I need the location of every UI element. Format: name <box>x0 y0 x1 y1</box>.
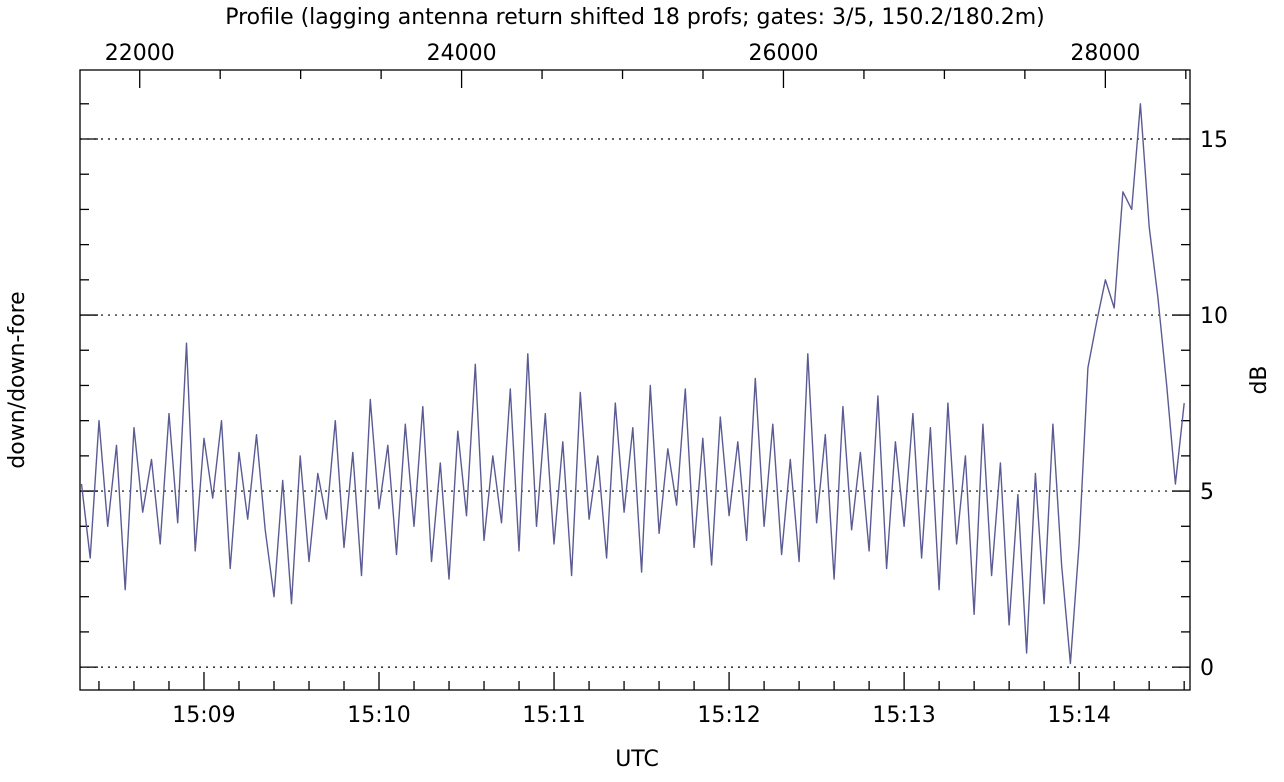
x2-tick-label: 26000 <box>748 41 818 66</box>
data-line <box>80 103 1185 665</box>
x-tick-label: 15:14 <box>1047 703 1110 728</box>
x-tick-label: 15:10 <box>347 703 410 728</box>
x2-tick-label: 24000 <box>427 41 497 66</box>
y-tick-label: 5 <box>1200 480 1214 505</box>
y-axis-label: down/down-fore <box>5 291 30 468</box>
x-axis-label: UTC <box>615 747 659 772</box>
x2-tick-label: 28000 <box>1070 41 1140 66</box>
x-tick-label: 15:11 <box>522 703 585 728</box>
y2-axis-label: dB <box>1247 365 1272 394</box>
y-tick-label: 15 <box>1200 128 1228 153</box>
x2-tick-label: 22000 <box>105 41 175 66</box>
x-tick-label: 15:09 <box>172 703 235 728</box>
y-tick-label: 10 <box>1200 304 1228 329</box>
plot-frame <box>79 69 1191 691</box>
y-tick-label: 0 <box>1200 656 1214 681</box>
x-tick-label: 15:12 <box>697 703 760 728</box>
chart-title: Profile (lagging antenna return shifted … <box>225 5 1045 30</box>
x-tick-label: 15:13 <box>872 703 935 728</box>
